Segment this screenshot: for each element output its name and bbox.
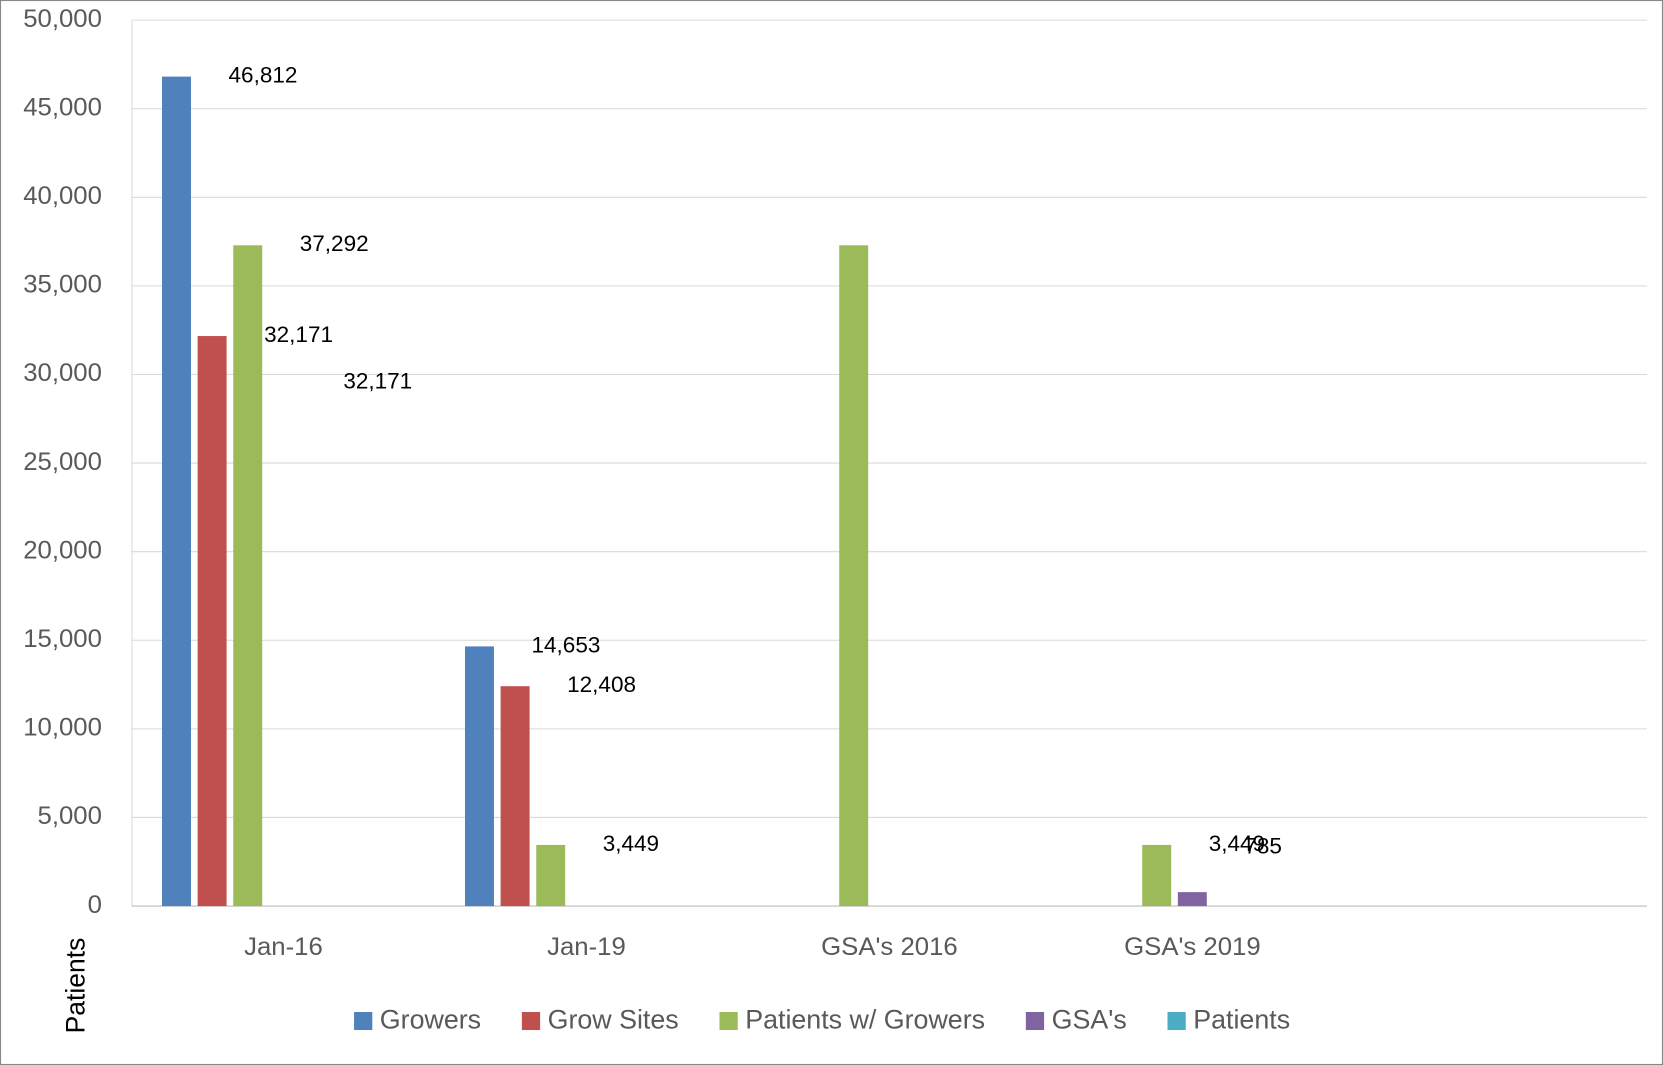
y-tick-label: 45,000 (23, 94, 102, 122)
legend-swatch (521, 1012, 541, 1031)
bar (536, 844, 566, 907)
y-axis-label: Patients (60, 938, 90, 1034)
x-tick-label: Jan-19 (547, 933, 626, 961)
data-label: 785 (1244, 834, 1282, 859)
data-label: 3,449 (603, 831, 659, 856)
legend-label: GSA's (1052, 1005, 1127, 1035)
bar (162, 76, 191, 907)
bar (1142, 844, 1172, 907)
data-label: 12,408 (567, 672, 636, 697)
bar (197, 336, 227, 907)
legend-swatch (354, 1012, 373, 1031)
y-tick-label: 40,000 (23, 182, 102, 210)
y-tick-label: 35,000 (23, 271, 102, 299)
y-tick-label: 50,000 (23, 5, 102, 33)
data-label: 37,292 (300, 231, 369, 256)
y-tick-label: 5,000 (38, 802, 102, 830)
legend-swatch (1025, 1012, 1045, 1031)
bar (233, 245, 263, 907)
x-tick-label: GSA's 2016 (821, 933, 958, 961)
legend-label: Patients (1193, 1005, 1290, 1035)
data-label: 3,449 (1209, 831, 1265, 856)
bar (839, 245, 869, 907)
data-label: 46,812 (229, 63, 298, 88)
legend-label: Patients w/ Growers (745, 1005, 985, 1035)
x-tick-label: Jan-16 (244, 933, 323, 961)
y-tick-label: 0 (88, 891, 102, 919)
annotation: 32,171 (343, 369, 412, 394)
legend-label: Growers (380, 1005, 481, 1035)
y-tick-label: 10,000 (23, 714, 102, 742)
y-tick-label: 15,000 (23, 625, 102, 653)
bar (464, 646, 494, 907)
y-tick-label: 30,000 (23, 359, 102, 387)
legend-swatch (1167, 1012, 1186, 1031)
legend-label: Grow Sites (548, 1005, 679, 1035)
data-label: 32,171 (264, 322, 333, 347)
data-label: 14,653 (532, 632, 601, 657)
bar (1177, 892, 1207, 907)
y-tick-label: 25,000 (23, 448, 102, 476)
x-tick-label: GSA's 2019 (1124, 933, 1261, 961)
y-tick-label: 20,000 (23, 537, 102, 565)
legend-swatch (719, 1012, 738, 1031)
bar (500, 686, 530, 907)
